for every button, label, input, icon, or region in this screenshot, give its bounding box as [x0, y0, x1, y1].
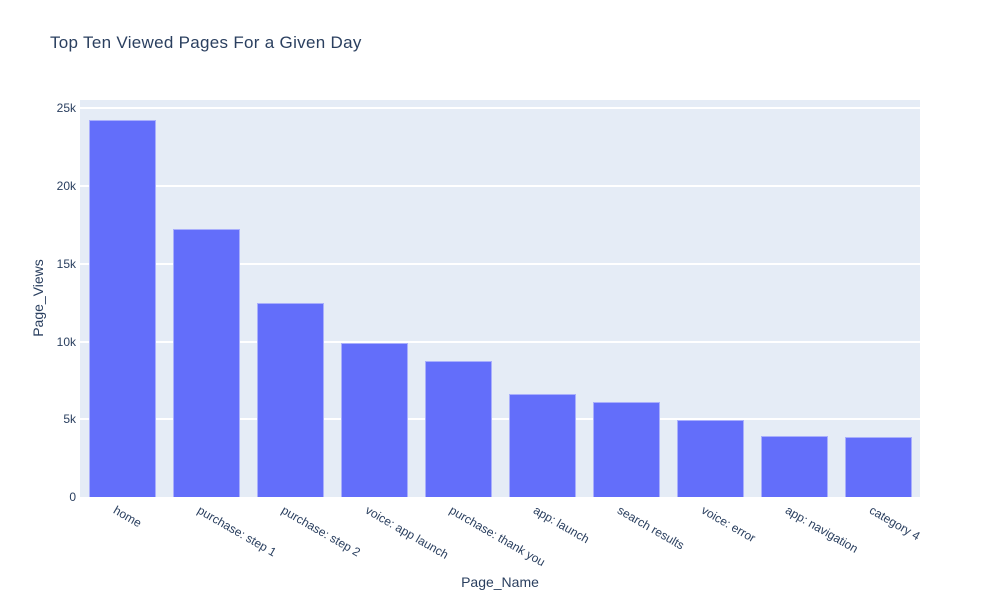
x-tick-label-search-results: search results [615, 503, 687, 553]
x-axis-title: Page_Name [461, 574, 539, 590]
x-tick-label-category-4: category 4 [867, 503, 923, 544]
gridline-y-20k [80, 185, 920, 188]
y-tick-label-10k: 10k [56, 334, 76, 349]
y-tick-label-5k: 5k [63, 412, 76, 427]
y-tick-label-20k: 20k [56, 179, 76, 194]
bar-voice-app-launch[interactable] [340, 343, 408, 497]
gridline-y-10k [80, 340, 920, 343]
y-axis-title: Page_Views [30, 259, 46, 337]
x-tick-label-purchase-step-2: purchase: step 2 [279, 503, 363, 560]
bar-purchase-step-1[interactable] [172, 228, 240, 497]
gridline-y-15k [80, 262, 920, 265]
y-tick-label-15k: 15k [56, 256, 76, 271]
x-tick-label-app-launch: app: launch [531, 503, 592, 547]
x-tick-label-voice-app-launch: voice: app launch [363, 503, 451, 562]
bar-search-results[interactable] [592, 402, 660, 497]
bar-app-launch[interactable] [508, 394, 576, 497]
y-tick-label-25k: 25k [56, 101, 76, 116]
bar-category-4[interactable] [844, 437, 912, 497]
x-tick-label-voice-error: voice: error [699, 503, 758, 546]
chart-title: Top Ten Viewed Pages For a Given Day [50, 33, 362, 52]
gridline-y-5k [80, 418, 920, 421]
bar-voice-error[interactable] [676, 420, 744, 497]
x-tick-label-app-navigation: app: navigation [783, 503, 861, 556]
bar-purchase-thank-you[interactable] [424, 361, 492, 497]
bar-home[interactable] [88, 120, 156, 497]
plot-area [80, 100, 920, 497]
x-tick-label-purchase-step-1: purchase: step 1 [195, 503, 279, 560]
bar-app-navigation[interactable] [760, 435, 828, 497]
x-tick-label-home: home [111, 503, 145, 531]
gridline-y-25k [80, 107, 920, 110]
bar-purchase-step-2[interactable] [256, 302, 324, 497]
y-tick-label-0: 0 [69, 490, 76, 504]
